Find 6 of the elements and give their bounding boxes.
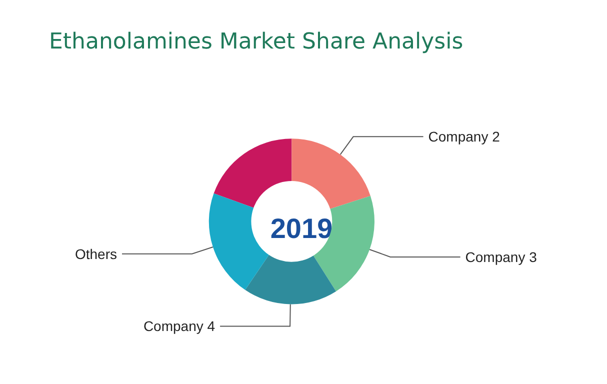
- slice-label: Company 2: [428, 128, 500, 145]
- chart-title: Ethanolamines Market Share Analysis: [49, 30, 464, 54]
- text: 2019: [270, 213, 333, 244]
- slice-label: Company 4: [143, 318, 216, 334]
- slice-label: Others: [74, 246, 118, 262]
- slice-label: Company 3: [465, 248, 538, 265]
